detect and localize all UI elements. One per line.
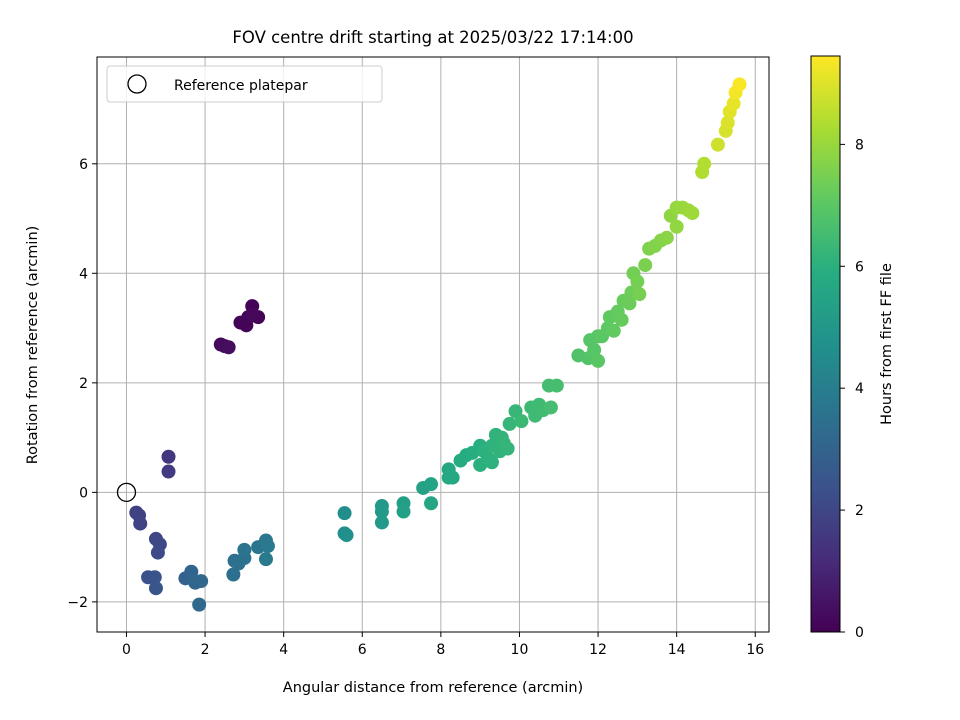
x-axis: 0 2 4 6 8 10 12 14 16: [122, 632, 764, 658]
y-axis-label: Rotation from reference (arcmin): [25, 226, 41, 465]
data-point: [161, 464, 176, 479]
data-point: [669, 219, 684, 234]
data-point: [226, 567, 241, 582]
data-point: [514, 414, 529, 429]
data-point: [337, 506, 352, 521]
data-point: [697, 156, 712, 171]
data-point: [630, 274, 645, 289]
data-point: [237, 542, 252, 557]
data-point: [184, 564, 199, 579]
gridlines: [97, 57, 769, 632]
data-point: [424, 477, 439, 492]
y-tick-label: 6: [79, 157, 88, 173]
chart-title: FOV centre drift starting at 2025/03/22 …: [232, 28, 633, 47]
legend: Reference platepar: [106, 65, 383, 103]
legend-label-reference: Reference platepar: [174, 78, 308, 94]
x-tick-label: 12: [589, 642, 607, 658]
colorbar-tick-label: 6: [855, 259, 864, 275]
data-point: [720, 115, 735, 130]
legend-box: [106, 65, 383, 103]
data-point: [710, 137, 725, 152]
data-point: [614, 312, 629, 327]
data-point: [659, 230, 674, 245]
data-point: [732, 77, 747, 92]
x-tick-label: 2: [201, 642, 210, 658]
colorbar-tick-label: 2: [855, 503, 864, 519]
colorbar-tick-label: 4: [855, 381, 864, 397]
data-point: [424, 496, 439, 511]
data-point: [260, 539, 275, 554]
colorbar-ticks: 0 2 4 6 8: [840, 137, 864, 641]
data-point: [161, 449, 176, 464]
data-point: [500, 441, 515, 456]
reference-point-marker: [116, 482, 137, 503]
data-point: [685, 206, 700, 221]
data-point: [484, 455, 499, 470]
data-point: [194, 574, 209, 589]
data-point: [591, 353, 606, 368]
x-axis-label: Angular distance from reference (arcmin): [283, 680, 583, 696]
data-point: [150, 545, 165, 560]
y-tick-label: 0: [79, 485, 88, 501]
data-point: [543, 400, 558, 415]
x-tick-label: 16: [746, 642, 764, 658]
x-tick-label: 10: [511, 642, 529, 658]
data-point: [192, 597, 207, 612]
x-tick-label: 8: [436, 642, 445, 658]
data-point: [549, 378, 564, 393]
data-point: [221, 340, 236, 355]
data-point: [638, 258, 653, 273]
data-points: [116, 77, 747, 612]
legend-marker-reference: [127, 74, 147, 94]
x-tick-label: 0: [122, 642, 131, 658]
x-tick-label: 14: [668, 642, 686, 658]
data-point: [396, 504, 411, 519]
data-point: [502, 416, 517, 431]
data-point: [339, 528, 354, 543]
x-tick-label: 6: [358, 642, 367, 658]
data-point: [606, 323, 621, 338]
data-point: [445, 470, 460, 485]
colorbar-tick-label: 8: [855, 137, 864, 153]
y-tick-label: −2: [67, 595, 88, 611]
y-tick-label: 4: [79, 266, 88, 282]
y-axis: −2 0 2 4 6: [67, 157, 97, 611]
data-point: [632, 287, 647, 302]
y-tick-label: 2: [79, 376, 88, 392]
colorbar-tick-label: 0: [855, 625, 864, 641]
data-point: [622, 296, 637, 311]
x-tick-label: 4: [279, 642, 288, 658]
data-point: [148, 581, 163, 596]
data-point: [374, 504, 389, 519]
data-point: [258, 552, 273, 567]
data-point: [147, 570, 162, 585]
data-point: [587, 342, 602, 357]
data-point: [374, 515, 389, 530]
data-point: [245, 307, 260, 322]
colorbar-gradient: [810, 55, 841, 633]
plot-frame: [96, 56, 770, 633]
data-point: [726, 96, 741, 111]
data-point: [133, 516, 148, 531]
colorbar-label: Hours from first FF file: [879, 263, 895, 425]
colorbar: 0 2 4 6 8 Hours from first FF file: [810, 55, 895, 641]
